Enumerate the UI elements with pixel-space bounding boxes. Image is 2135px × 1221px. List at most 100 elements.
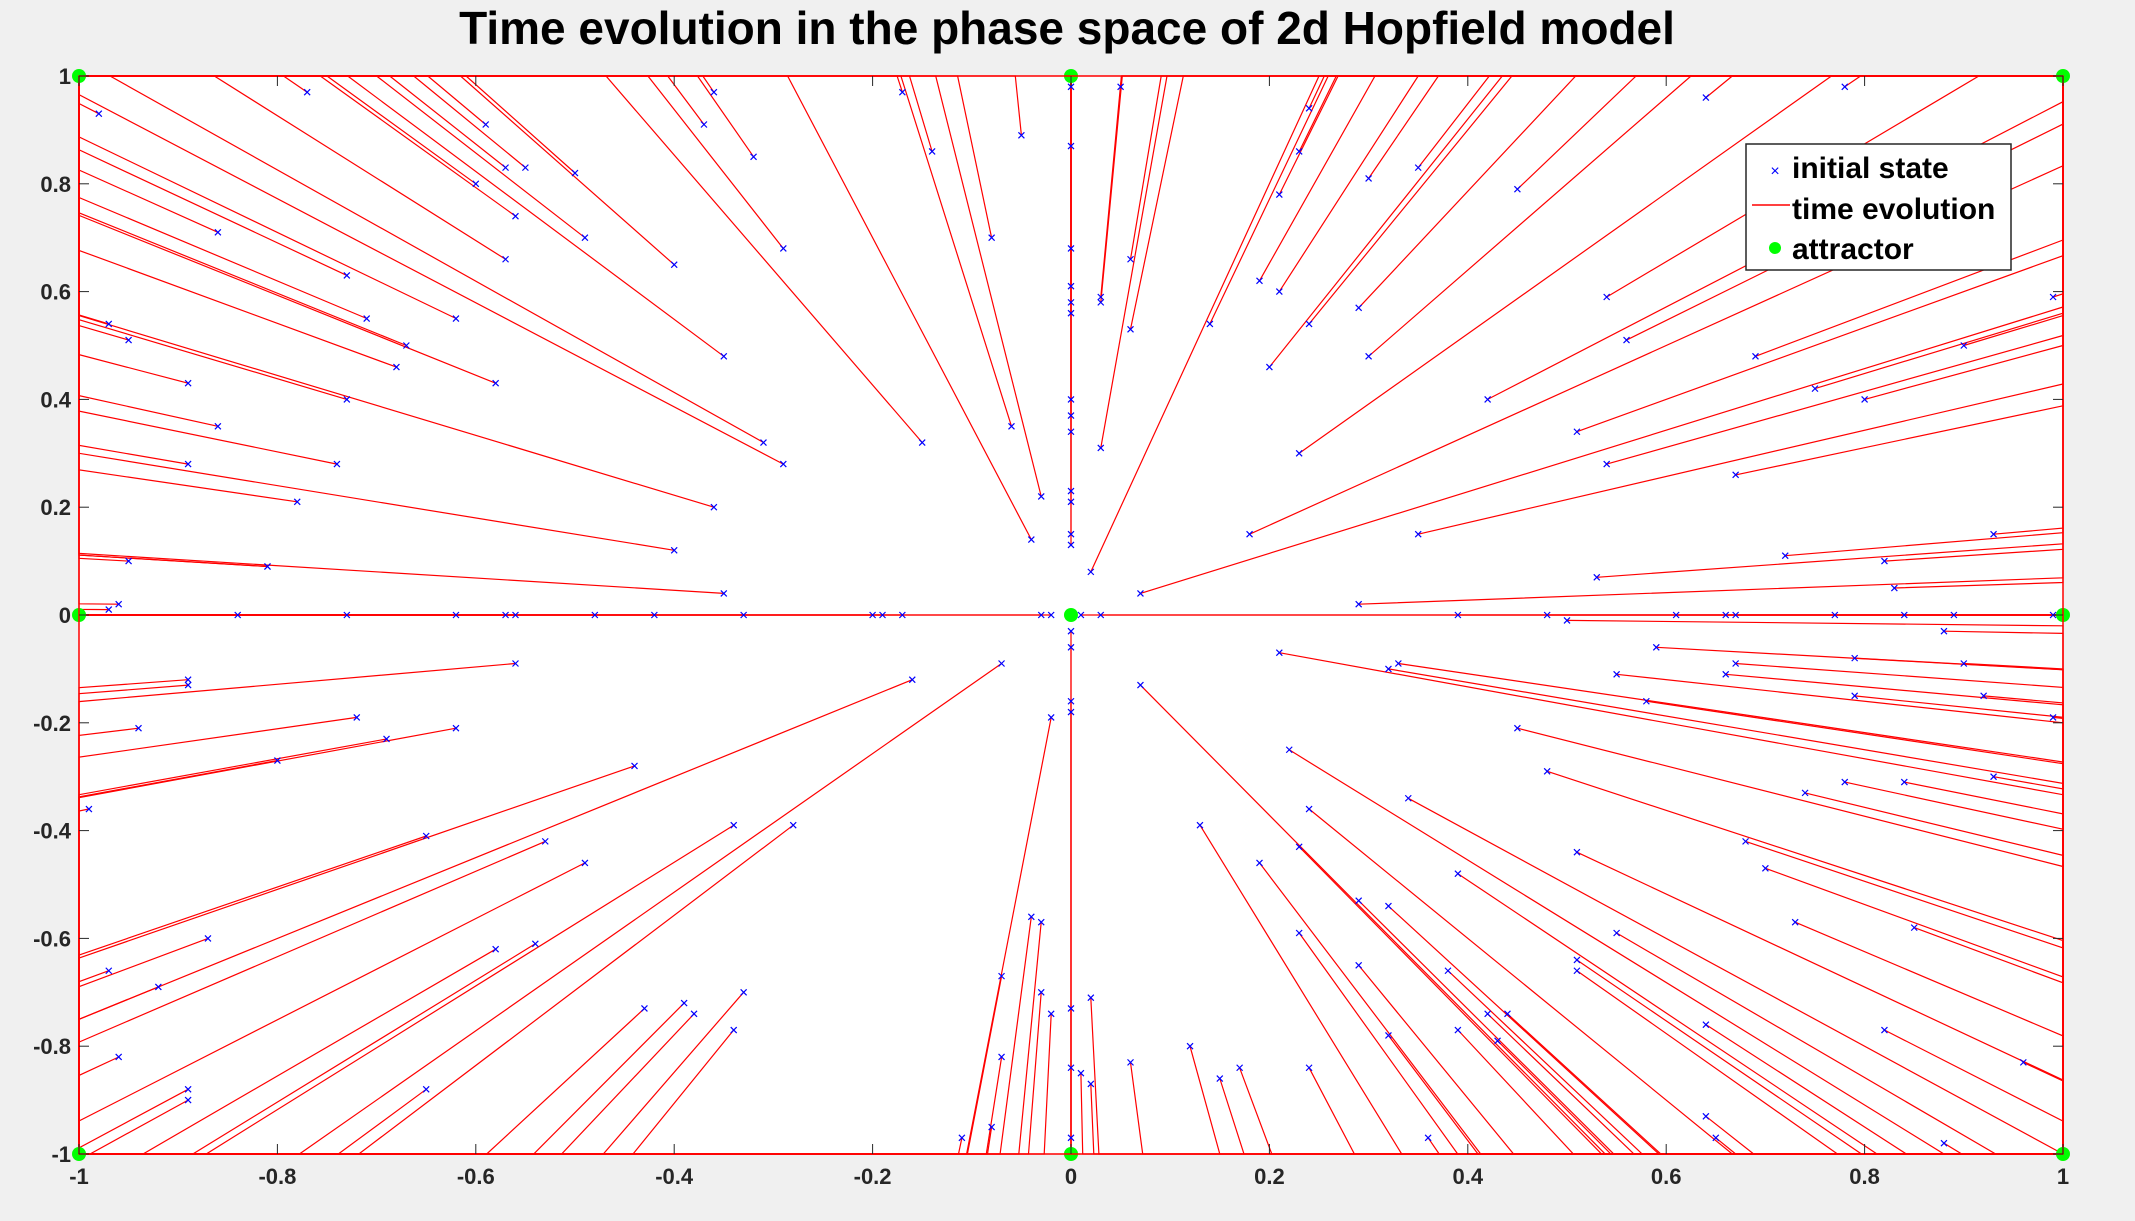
initial-state-point <box>1206 320 1214 328</box>
initial-state-point <box>1424 1134 1432 1142</box>
initial-state-point <box>1295 929 1303 937</box>
x-tick-label: 0.4 <box>1453 1164 1484 1189</box>
initial-state-point <box>1414 164 1422 172</box>
initial-state-point <box>452 611 460 619</box>
x-tick-label: 0.2 <box>1254 1164 1285 1189</box>
initial-state-point <box>1940 627 1948 635</box>
initial-state-point <box>85 805 93 813</box>
initial-state-point <box>1067 643 1075 651</box>
initial-state-point <box>1484 1010 1492 1018</box>
initial-state-point <box>720 352 728 360</box>
x-tick-label: -0.6 <box>457 1164 495 1189</box>
initial-state-point <box>1186 1042 1194 1050</box>
initial-state-point <box>1990 530 1997 538</box>
initial-state-point <box>1037 988 1045 996</box>
initial-state-point <box>1910 924 1918 932</box>
initial-state-point <box>105 606 113 614</box>
initial-state-point <box>1454 1026 1462 1034</box>
initial-state-point <box>988 234 996 242</box>
initial-state-point <box>1067 1005 1075 1012</box>
initial-state-point <box>1355 304 1363 312</box>
initial-state-point <box>1742 837 1749 845</box>
initial-state-point <box>1642 697 1650 705</box>
y-tick-label: -0.4 <box>33 819 72 844</box>
legend-initial-state-icon: × <box>1770 163 1779 180</box>
y-tick-label: 0 <box>59 603 71 628</box>
initial-state-point <box>125 557 133 565</box>
initial-state-point <box>1077 611 1085 619</box>
attractor-point <box>1064 608 1078 622</box>
initial-state-point <box>1365 174 1373 182</box>
initial-state-point <box>1236 1064 1244 1072</box>
initial-state-point <box>1504 1010 1511 1018</box>
initial-state-point <box>343 395 351 403</box>
initial-state-point <box>1305 805 1313 813</box>
initial-state-point <box>760 439 767 446</box>
initial-state-point <box>1573 956 1581 964</box>
initial-state-point <box>105 320 113 328</box>
initial-state-point <box>1275 288 1283 296</box>
x-tick-label: -0.4 <box>655 1164 694 1189</box>
initial-state-point <box>779 460 787 468</box>
initial-state-point <box>581 234 589 242</box>
initial-state-point <box>1573 967 1581 975</box>
initial-state-point <box>1067 282 1075 290</box>
x-tick-label: 0 <box>1065 1164 1077 1189</box>
initial-state-point <box>1067 298 1075 306</box>
initial-state-point <box>273 757 281 764</box>
initial-state-point <box>641 1005 648 1012</box>
initial-state-point <box>591 611 599 619</box>
initial-state-point <box>700 121 708 128</box>
initial-state-point <box>214 422 222 430</box>
initial-state-point <box>482 121 490 128</box>
initial-state-point <box>1444 967 1452 975</box>
initial-state-point <box>1087 568 1095 576</box>
initial-state-point <box>789 821 797 829</box>
initial-state-point <box>1722 670 1730 678</box>
initial-state-point <box>541 837 549 845</box>
initial-state-point <box>1593 573 1601 581</box>
initial-state-point <box>998 972 1005 980</box>
x-tick-label: 1 <box>2057 1164 2069 1189</box>
initial-state-point <box>1355 600 1363 608</box>
x-tick-label: 0.8 <box>1849 1164 1880 1189</box>
initial-state-point <box>1702 1112 1710 1120</box>
initial-state-point <box>135 724 142 732</box>
initial-state-point <box>402 342 410 349</box>
initial-state-point <box>1960 660 1968 667</box>
initial-state-point <box>1603 460 1611 468</box>
initial-state-point <box>422 1085 430 1093</box>
initial-state-point <box>1831 611 1839 619</box>
initial-state-point <box>2049 293 2057 301</box>
initial-state-point <box>1097 444 1105 452</box>
legend-time-evolution-label: time evolution <box>1792 193 1995 226</box>
initial-state-point <box>492 945 500 953</box>
initial-state-point <box>1067 83 1075 91</box>
initial-state-point <box>1404 794 1412 802</box>
initial-state-point <box>1702 1021 1710 1029</box>
initial-state-point <box>1295 843 1303 851</box>
initial-state-point <box>1295 449 1303 457</box>
initial-state-point <box>502 255 509 263</box>
y-tick-label: -1 <box>51 1142 71 1167</box>
initial-state-point <box>1761 864 1769 872</box>
initial-state-point <box>1732 611 1740 619</box>
initial-state-point <box>1513 185 1521 193</box>
initial-state-point <box>1305 1064 1313 1072</box>
initial-state-point <box>154 983 162 991</box>
initial-state-point <box>1652 643 1660 651</box>
initial-state-point <box>879 611 886 619</box>
initial-state-point <box>1494 1037 1501 1045</box>
initial-state-point <box>472 180 480 188</box>
initial-state-point <box>1394 660 1402 667</box>
initial-state-point <box>670 546 678 554</box>
initial-state-point <box>363 315 371 322</box>
initial-state-point <box>353 713 361 721</box>
initial-state-point <box>1573 428 1581 436</box>
initial-state-point <box>730 821 738 829</box>
initial-state-point <box>512 611 519 619</box>
initial-state-point <box>1067 627 1075 635</box>
x-tick-label: -0.8 <box>258 1164 296 1189</box>
initial-state-point <box>293 498 301 506</box>
